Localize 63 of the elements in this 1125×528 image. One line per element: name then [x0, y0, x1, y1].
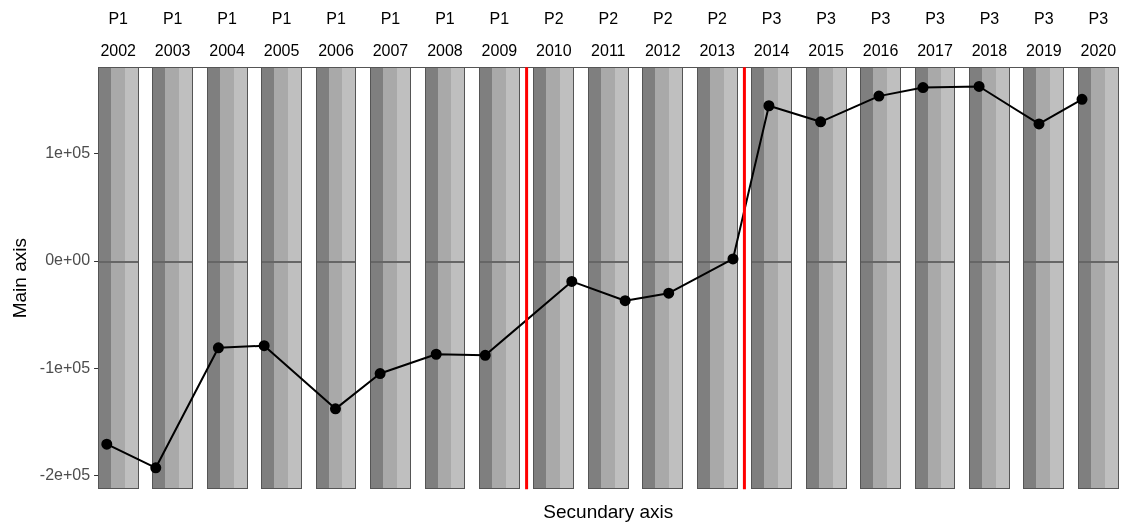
x-tick-label: 2005: [263, 42, 300, 60]
point: [430, 348, 442, 360]
x-tick-label: 2003: [154, 42, 191, 60]
x-tick-label: 2019: [1026, 42, 1062, 60]
text: P3: [925, 10, 945, 28]
point: [374, 368, 386, 380]
text: P1: [489, 10, 510, 28]
point: [727, 253, 739, 265]
text: P3: [1034, 10, 1054, 28]
x-tick-label: 2020: [1080, 42, 1117, 60]
x-axis-title: Secundary axis: [543, 500, 674, 522]
text: P2: [707, 10, 728, 28]
text: P1: [326, 10, 346, 28]
text: P3: [761, 10, 782, 28]
point: [1033, 118, 1045, 130]
point: [873, 90, 885, 102]
y-tick-label: -1e+05: [39, 358, 91, 376]
x-tick-label: 2016: [862, 42, 899, 60]
x-tick-label: 2011: [591, 42, 626, 60]
text: P1: [162, 10, 183, 28]
text: P3: [870, 10, 891, 28]
point: [917, 82, 929, 94]
point: [101, 438, 113, 450]
x-tick-label: 2013: [699, 42, 736, 60]
point: [815, 116, 827, 128]
x-tick-label: 2006: [318, 42, 354, 60]
x-tick-label: 2017: [917, 42, 953, 60]
y-tick-label: 0e+00: [45, 251, 91, 269]
text: P2: [544, 10, 564, 28]
point: [566, 275, 578, 287]
text: P1: [435, 10, 455, 28]
x-tick-label: 2012: [644, 42, 681, 60]
text: P3: [816, 10, 836, 28]
x-tick-label: 2018: [971, 42, 1008, 60]
point: [329, 403, 341, 415]
text: P1: [217, 10, 237, 28]
x-tick-label: 2014: [753, 42, 790, 60]
x-tick-label: 2009: [481, 42, 518, 60]
point: [973, 80, 985, 92]
point: [663, 287, 675, 299]
point: [619, 295, 631, 307]
y-axis-title: Main axis: [8, 238, 30, 319]
point: [258, 340, 270, 352]
text: P3: [1088, 10, 1109, 28]
text: P1: [271, 10, 292, 28]
x-tick-label: 2010: [536, 42, 572, 60]
y-tick-label: 1e+05: [45, 144, 91, 162]
text: P1: [380, 10, 401, 28]
point: [763, 100, 775, 112]
point: [150, 462, 162, 474]
point: [1076, 93, 1088, 105]
x-tick-label: 2007: [372, 42, 409, 60]
x-tick-label: 2015: [808, 42, 844, 60]
text: P2: [652, 10, 673, 28]
x-tick-label: 2002: [100, 42, 137, 60]
point: [212, 342, 224, 354]
text: P1: [108, 10, 129, 28]
text: P3: [979, 10, 1000, 28]
x-tick-label: 2008: [427, 42, 463, 60]
x-tick-label: 2004: [209, 42, 246, 60]
y-tick-label: -2e+05: [39, 465, 91, 483]
text: P2: [598, 10, 619, 28]
point: [479, 349, 491, 361]
